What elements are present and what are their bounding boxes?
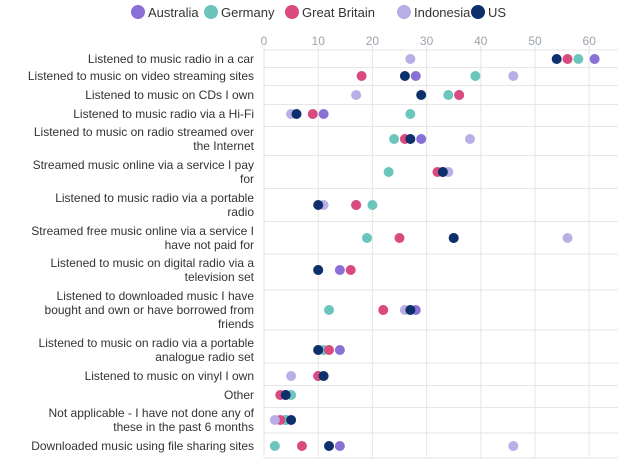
legend-label: Germany [221, 5, 275, 20]
data-point-indonesia[interactable] [464, 134, 475, 144]
data-point-us[interactable] [324, 441, 335, 451]
data-point-germany[interactable] [269, 441, 280, 451]
category-label: Listened to music on radio via a portabl… [39, 336, 255, 364]
category-label: Listened to music on radio streamed over… [34, 125, 255, 153]
category-label: Listened to music on video streaming sit… [28, 69, 254, 83]
data-point-us[interactable] [280, 390, 291, 400]
data-point-us[interactable] [313, 265, 324, 275]
x-tick-label: 20 [366, 34, 380, 48]
data-point-germany[interactable] [361, 233, 372, 243]
data-point-great-britain[interactable] [356, 71, 367, 81]
legend-item[interactable]: US [471, 5, 506, 20]
legend-swatch [471, 5, 485, 19]
category-label: Listened to music on vinyl I own [85, 369, 254, 383]
category-label: Other [224, 388, 254, 402]
legend-swatch [131, 5, 145, 19]
data-points [269, 54, 600, 451]
category-label: Listened to music radio in a car [88, 52, 254, 66]
data-point-great-britain[interactable] [307, 109, 318, 119]
legend-item[interactable]: Indonesia [397, 5, 471, 20]
legend-item[interactable]: Great Britain [285, 5, 375, 20]
legend-label: Australia [148, 5, 199, 20]
data-point-indonesia[interactable] [562, 233, 573, 243]
data-point-australia[interactable] [589, 54, 600, 64]
data-point-us[interactable] [405, 305, 416, 315]
data-point-us[interactable] [551, 54, 562, 64]
data-point-germany[interactable] [389, 134, 400, 144]
x-tick-label: 50 [528, 34, 542, 48]
x-tick-label: 30 [420, 34, 434, 48]
data-point-great-britain[interactable] [394, 233, 405, 243]
category-label: Not applicable - I have not done any of t… [49, 406, 255, 434]
data-point-australia[interactable] [334, 441, 345, 451]
legend-label: Great Britain [302, 5, 375, 20]
data-point-germany[interactable] [324, 305, 335, 315]
x-tick-label: 10 [312, 34, 326, 48]
data-point-germany[interactable] [470, 71, 481, 81]
legend-label: Indonesia [414, 5, 471, 20]
data-point-australia[interactable] [318, 109, 329, 119]
category-label: Downloaded music using file sharing site… [31, 439, 254, 453]
x-tick-label: 40 [474, 34, 488, 48]
data-point-indonesia[interactable] [508, 441, 519, 451]
data-point-us[interactable] [399, 71, 410, 81]
data-point-germany[interactable] [443, 90, 454, 100]
category-label: Listened to music radio via a portable ra… [55, 191, 254, 219]
data-point-us[interactable] [313, 200, 324, 210]
category-label: Streamed music online via a service I pa… [33, 158, 254, 186]
data-point-us[interactable] [318, 371, 329, 381]
data-point-us[interactable] [291, 109, 302, 119]
data-point-great-britain[interactable] [345, 265, 356, 275]
data-point-germany[interactable] [573, 54, 584, 64]
category-label: Listened to music radio via a Hi-Fi [73, 107, 254, 121]
legend-swatch [204, 5, 218, 19]
data-point-us[interactable] [416, 90, 427, 100]
data-point-australia[interactable] [334, 265, 345, 275]
data-point-great-britain[interactable] [454, 90, 465, 100]
data-point-indonesia[interactable] [508, 71, 519, 81]
data-point-great-britain[interactable] [378, 305, 389, 315]
data-point-great-britain[interactable] [351, 200, 362, 210]
data-point-indonesia[interactable] [269, 415, 280, 425]
chart-grid [263, 46, 618, 459]
legend-swatch [397, 5, 411, 19]
legend-swatch [285, 5, 299, 19]
data-point-indonesia[interactable] [351, 90, 362, 100]
data-point-indonesia[interactable] [286, 371, 297, 381]
data-point-us[interactable] [405, 134, 416, 144]
legend-item[interactable]: Germany [204, 5, 275, 20]
data-point-us[interactable] [437, 167, 448, 177]
category-label: Listened to music on CDs I own [85, 88, 254, 102]
data-point-us[interactable] [313, 345, 324, 355]
data-point-us[interactable] [448, 233, 459, 243]
category-label: Streamed free music online via a service… [31, 224, 254, 252]
category-label: Listened to music on digital radio via a… [51, 256, 255, 284]
data-point-australia[interactable] [416, 134, 427, 144]
data-point-germany[interactable] [405, 109, 416, 119]
category-labels: Listened to music radio in a car Listened… [28, 52, 255, 453]
legend-label: US [488, 5, 506, 20]
data-point-germany[interactable] [383, 167, 394, 177]
data-point-us[interactable] [286, 415, 297, 425]
x-tick-label: 0 [261, 34, 268, 48]
data-point-great-britain[interactable] [296, 441, 307, 451]
data-point-indonesia[interactable] [405, 54, 416, 64]
data-point-great-britain[interactable] [324, 345, 335, 355]
category-label: Listened to downloaded music I have bough… [45, 289, 255, 331]
x-tick-label: 60 [583, 34, 597, 48]
data-point-germany[interactable] [367, 200, 378, 210]
data-point-australia[interactable] [334, 345, 345, 355]
chart-legend: Australia Germany Great Britain Indonesia US [131, 5, 506, 20]
data-point-australia[interactable] [410, 71, 421, 81]
x-axis-ticks: 0 10 20 30 40 50 60 [261, 34, 597, 48]
legend-item[interactable]: Australia [131, 5, 199, 20]
data-point-great-britain[interactable] [562, 54, 573, 64]
